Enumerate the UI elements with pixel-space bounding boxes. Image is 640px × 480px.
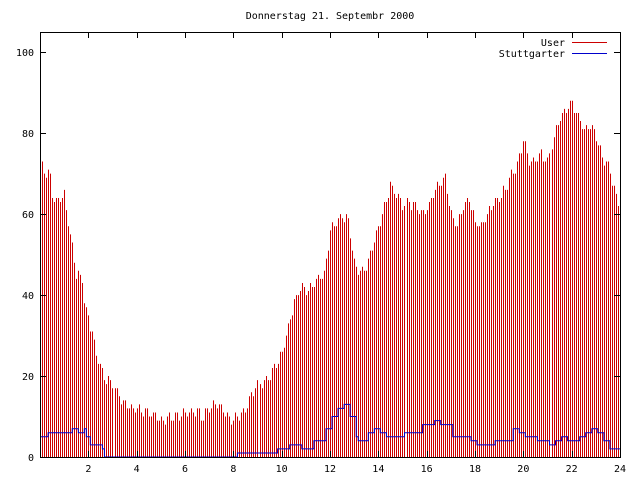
x-tick-label: 10 [276,464,288,475]
x-axis: 2 4 6 8 10 12 14 16 18 20 22 24 [85,32,626,475]
x-tick-label: 20 [517,464,529,475]
x-tick-label: 8 [230,464,236,475]
x-tick-label: 16 [421,464,433,475]
x-tick-label: 24 [614,464,626,475]
y-axis: 0 20 40 60 80 100 [16,48,620,464]
x-tick-label: 14 [372,464,384,475]
x-tick-label: 12 [324,464,336,475]
x-tick-label: 6 [182,464,188,475]
chart-title: Donnerstag 21. Septembr 2000 [246,11,415,22]
legend-label-user: User [541,38,565,49]
y-tick-label: 40 [22,291,34,302]
y-tick-label: 0 [28,453,34,464]
x-tick-label: 2 [85,464,91,475]
y-tick-label: 60 [22,210,34,221]
user-series [40,100,621,457]
x-tick-label: 18 [469,464,481,475]
y-tick-label: 20 [22,372,34,383]
legend: User Stuttgarter [499,38,607,60]
x-tick-label: 22 [566,464,578,475]
x-tick-label: 4 [134,464,140,475]
y-tick-label: 80 [22,129,34,140]
legend-label-stuttgarter: Stuttgarter [499,49,565,60]
y-tick-label: 100 [16,48,34,59]
